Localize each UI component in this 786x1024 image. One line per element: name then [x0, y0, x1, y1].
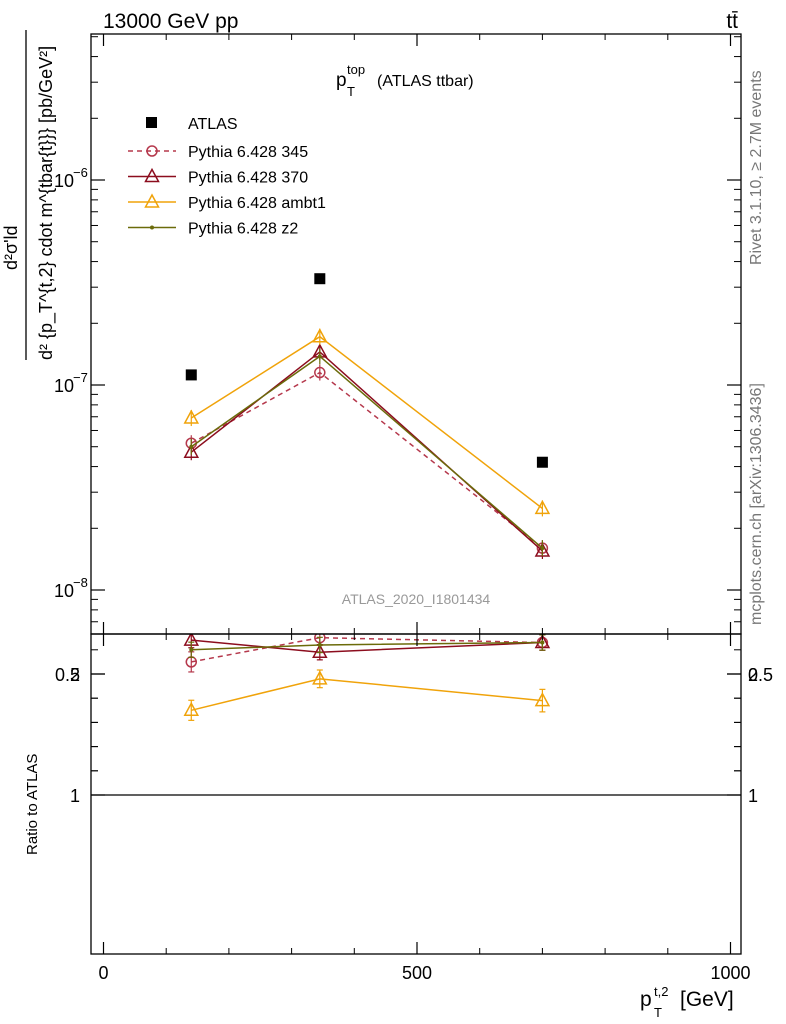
title-sup: top	[347, 62, 365, 77]
xlabel-unit: [GeV]	[680, 988, 734, 1011]
analysis-label: ATLAS_2020_I1801434	[342, 591, 491, 607]
data-point-atlas	[536, 456, 548, 468]
data-point-atlas	[185, 369, 197, 381]
y-tick-label-exp: −7	[73, 370, 88, 385]
y-tick-label-base: 10	[54, 376, 74, 396]
series-point	[312, 328, 328, 343]
ratio-series-line	[191, 678, 543, 712]
x-tick-label: 500	[402, 963, 432, 983]
y-axis-label: d²σ'ld d² {p_T^{t,2} cdot m^{tbar{t}}} […	[1, 30, 57, 360]
rivet-label: Rivet 3.1.10, ≥ 2.7M events	[748, 70, 765, 265]
energy-label: 13000 GeV pp	[103, 10, 238, 33]
ratio-tick-label-right: 1	[748, 786, 758, 806]
legend-label: Pythia 6.428 370	[188, 170, 308, 187]
main-series-group	[183, 273, 551, 559]
series-point	[189, 444, 194, 449]
legend-marker	[146, 145, 158, 157]
legend-marker-atlas	[146, 117, 157, 128]
data-point-atlas	[314, 273, 326, 285]
legend-marker	[150, 225, 154, 230]
legend-label: Pythia 6.428 z2	[188, 221, 298, 238]
series-line	[190, 350, 543, 552]
y-tick-label-base: 10	[54, 171, 74, 191]
ratio-ylabel: Ratio to ATLAS	[24, 754, 41, 855]
title-main: p	[336, 70, 347, 91]
series-point	[540, 546, 545, 551]
legend-marker	[144, 167, 160, 183]
ratio-tick-label-right: 0.5	[748, 665, 773, 685]
legend: ATLAS Pythia 6.428 345 Pythia 6.428 370 Py…	[128, 116, 326, 238]
xlabel-sup: t,2	[654, 984, 668, 999]
series-line	[190, 371, 543, 549]
ratio-tick-label-left: 2	[70, 665, 80, 685]
y-tick-label-exp: −6	[73, 165, 88, 180]
xlabel-sub: T	[654, 1005, 662, 1020]
title-sub: T	[347, 84, 355, 99]
legend-label-atlas: ATLAS	[188, 116, 238, 133]
series-line	[190, 335, 543, 510]
ratio-series-group	[183, 634, 551, 721]
x-tick-label: 0	[98, 963, 108, 983]
ratio-tick-label-right: 2	[748, 665, 758, 685]
y-tick-label-exp: −8	[73, 575, 88, 590]
series-point	[534, 499, 551, 515]
x-tick-label: 1000	[710, 963, 750, 983]
ratio-point	[317, 642, 322, 647]
ratio-series-line	[191, 641, 543, 651]
ratio-point	[534, 692, 551, 707]
ratio-tick-label-left: 1	[70, 786, 80, 806]
series-point	[314, 366, 326, 379]
ylabel-bottom: d² {p_T^{t,2} cdot m^{tbar{t}}} [pb/GeV²…	[36, 46, 57, 360]
ratio-point	[312, 643, 328, 658]
plot-title: p top T (ATLAS ttbar)	[336, 62, 474, 99]
source-label: mcplots.cern.ch [arXiv:1306.3436]	[748, 383, 765, 625]
ratio-point	[189, 647, 194, 652]
legend-label: Pythia 6.428 345	[188, 144, 308, 161]
x-axis-label: p t,2 T [GeV]	[640, 984, 734, 1020]
ratio-point	[312, 670, 328, 685]
legend-marker	[144, 193, 160, 208]
xlabel-main: p	[640, 988, 652, 1011]
ylabel-top: d²σ'ld	[1, 225, 21, 270]
title-suffix: (ATLAS ttbar)	[377, 73, 474, 90]
ratio-point	[540, 640, 545, 645]
ratio-point	[183, 701, 200, 717]
series-point	[183, 409, 200, 424]
ratio-tick-label-left: 0.5	[55, 665, 80, 685]
series-point	[317, 354, 322, 359]
ratio-frame	[90, 633, 742, 955]
series-point	[183, 443, 200, 458]
process-label: tt̄	[726, 10, 738, 33]
legend-label: Pythia 6.428 ambt1	[188, 195, 326, 212]
y-tick-label-base: 10	[54, 581, 74, 601]
